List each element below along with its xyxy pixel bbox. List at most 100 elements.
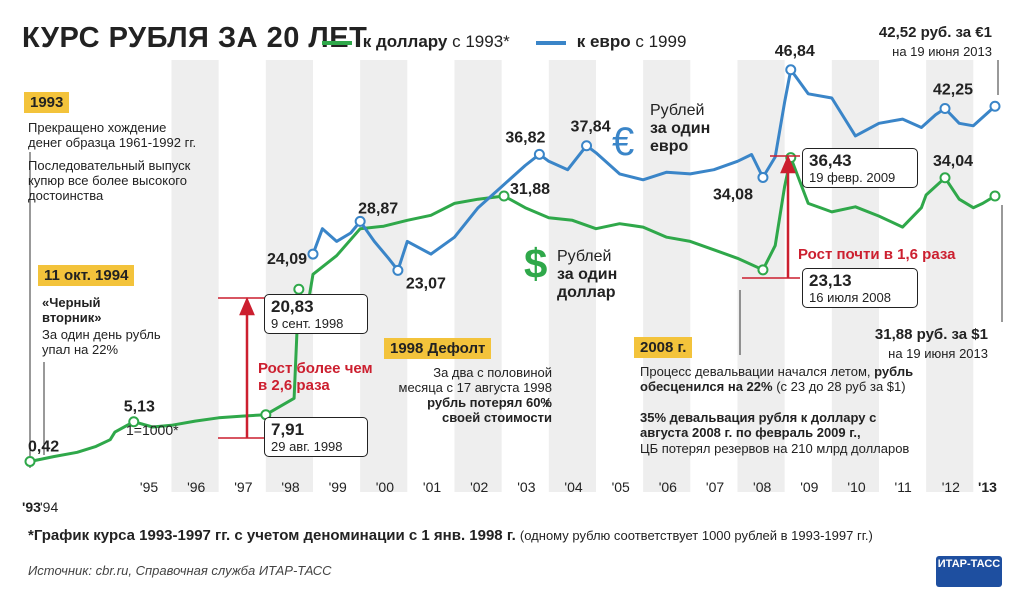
year-stripe <box>737 60 785 492</box>
euro-label-bold: за один евро <box>650 120 711 155</box>
data-label: 42,25 <box>933 82 973 99</box>
rise-arrows <box>218 154 800 439</box>
data-label: 0,42 <box>28 438 59 455</box>
note-2008-1: Процесс девальвации начался летом, рубль… <box>640 364 940 394</box>
arrow-1998-head <box>239 296 255 316</box>
data-label: 31,88 <box>510 181 550 198</box>
data-label: 5,13 <box>124 399 155 416</box>
note-black-tuesday: За один день рубль упал на 22% <box>42 327 161 357</box>
year-stripes <box>171 60 974 492</box>
data-point <box>293 283 305 295</box>
x-tick-label: '97 <box>234 479 252 495</box>
data-point <box>533 148 545 160</box>
tag-default-1998: 1998 Дефолт <box>384 338 492 359</box>
x-tick-label: '99 <box>329 479 347 495</box>
data-point-markers <box>24 64 1001 467</box>
value-791: 7,91 <box>271 420 305 439</box>
rise-1998-label: Рост более чем в 2,6 раза <box>258 360 373 394</box>
x-tick-label: '08 <box>753 479 771 495</box>
note-black-tuesday-title: «Черный вторник» <box>42 295 102 325</box>
x-tick-label: '95 <box>140 479 158 495</box>
denomination-note: 1=1000* <box>126 422 179 438</box>
footnote: *График курса 1993-1997 гг. с учетом ден… <box>28 527 873 544</box>
legend-usd-suffix: с 1993* <box>452 32 510 51</box>
x-tick-label: '94 <box>40 499 58 515</box>
note-2008-1-tail: (с 23 до 28 руб за $1) <box>776 379 906 394</box>
value-box-2313: 23,13 16 июля 2008 <box>802 268 918 308</box>
x-tick-label: '93 <box>22 499 41 515</box>
x-tick-label: '00 <box>376 479 394 495</box>
year-stripe <box>454 60 502 492</box>
eur-final-value: 42,52 руб. за €1 <box>878 24 992 41</box>
x-tick-label: '98 <box>281 479 299 495</box>
data-point <box>581 140 593 152</box>
x-tick-label: '10 <box>847 479 865 495</box>
dollar-label-prefix: Рублей <box>557 248 612 265</box>
x-tick-label: '13 <box>978 479 997 495</box>
tag-black-tuesday: 11 окт. 1994 <box>38 265 135 286</box>
legend-eur: к евро с 1999 <box>536 32 686 52</box>
arrow-2008-head <box>780 154 796 174</box>
data-point <box>757 264 769 276</box>
footnote-bold: *График курса 1993-1997 гг. с учетом ден… <box>28 527 516 544</box>
tag-2008: 2008 г. <box>634 337 693 358</box>
source-note: Источник: cbr.ru, Справочная служба ИТАР… <box>28 563 332 578</box>
note-2008-1-bold: рубль обесценился на 22% <box>640 364 914 394</box>
data-point <box>989 100 1001 112</box>
year-stripe <box>643 60 691 492</box>
legend-eur-suffix: с 1999 <box>635 32 687 51</box>
year-stripe <box>360 60 408 492</box>
data-point <box>939 103 951 115</box>
data-point <box>989 190 1001 202</box>
data-label: 34,04 <box>933 153 973 170</box>
usd-final-value: 31,88 руб. за $1 <box>874 326 988 343</box>
value-2313: 23,13 <box>809 271 852 290</box>
x-tick-label: '07 <box>706 479 724 495</box>
data-point <box>785 64 797 76</box>
legend-usd: к доллару с 1993* <box>322 32 510 52</box>
note-2008-2: 35% девальвация рубля к доллару с август… <box>640 410 877 440</box>
x-tick-label: '01 <box>423 479 441 495</box>
x-tick-label: '06 <box>659 479 677 495</box>
data-label: 28,87 <box>358 200 398 217</box>
value-box-791: 7,91 29 авг. 1998 <box>264 417 368 457</box>
euro-label: Рублей за один евро <box>650 102 730 156</box>
x-tick-label: '03 <box>517 479 535 495</box>
note-2008-1-text: Процесс девальвации начался летом, <box>640 364 871 379</box>
value-box-3643: 36,43 19 февр. 2009 <box>802 148 918 188</box>
itar-tass-logo: ИТАР-ТАСС <box>936 556 1002 587</box>
x-tick-label: '12 <box>942 479 960 495</box>
value-2083: 20,83 <box>271 297 314 316</box>
value-3643: 36,43 <box>809 151 852 170</box>
data-label: 23,07 <box>406 275 446 292</box>
data-point <box>757 171 769 183</box>
data-point <box>498 190 510 202</box>
value-box-2083: 20,83 9 сент. 1998 <box>264 294 368 334</box>
x-tick-label: '05 <box>612 479 630 495</box>
dollar-label-bold: за один доллар <box>557 266 618 301</box>
dollar-label: Рублей за один доллар <box>557 248 637 302</box>
data-point <box>939 172 951 184</box>
data-point <box>24 455 36 467</box>
usd-final-date: на 19 июня 2013 <box>888 346 988 361</box>
note-1993-2: Последовательный выпуск купюр все более … <box>28 158 191 203</box>
chart-title: КУРС РУБЛЯ ЗА 20 ЛЕТ <box>22 22 368 54</box>
date-2083: 9 сент. 1998 <box>271 316 344 331</box>
data-point <box>307 248 319 260</box>
rise-2008-label: Рост почти в 1,6 раза <box>798 246 956 263</box>
legend-usd-swatch <box>322 40 352 45</box>
date-791: 29 авг. 1998 <box>271 439 343 454</box>
data-labels: 0,42 5,13 31,88 34,04 24,09 28,87 23,07 36,82 37… <box>28 43 973 456</box>
data-label: 46,84 <box>775 43 815 60</box>
note-default-bold: рубль потерял 60% своей стоимости <box>427 395 552 425</box>
data-point <box>354 215 366 227</box>
legend-eur-swatch <box>536 40 566 45</box>
x-tick-label: '11 <box>895 479 912 495</box>
x-tick-label: '09 <box>800 479 818 495</box>
usd-series-line <box>29 156 996 463</box>
x-tick-label: '96 <box>187 479 205 495</box>
x-axis-ticks: '93'94 '95 '96 '97 '98 '99 '00 '01 '02 '03 '04 '05 '… <box>22 479 997 515</box>
note-2008-3: ЦБ потерял резервов на 210 млрд долларов <box>640 441 910 456</box>
data-label: 36,82 <box>505 129 545 146</box>
date-3643: 19 февр. 2009 <box>809 170 896 185</box>
